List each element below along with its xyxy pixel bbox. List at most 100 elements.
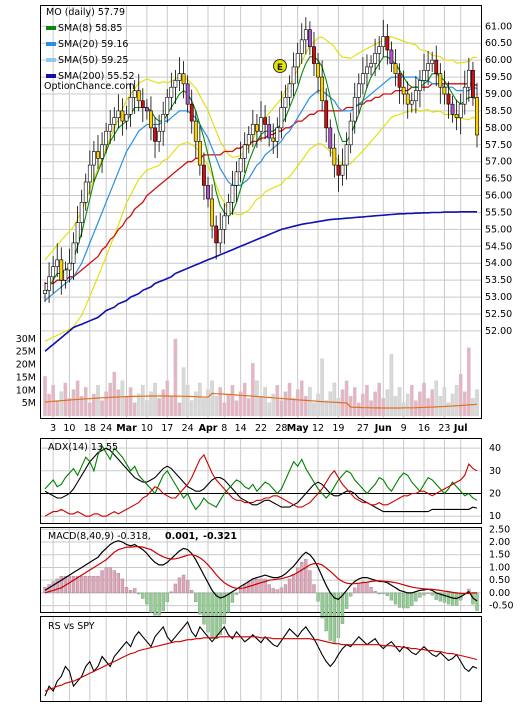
candle-body [291, 66, 296, 85]
candle-body [409, 100, 414, 105]
volume-bar [149, 391, 153, 417]
price-tick-label: 54.50 [485, 241, 512, 252]
adx-panel-frame [40, 438, 482, 524]
volume-bar [259, 396, 263, 417]
macd-histogram-bar [71, 575, 76, 594]
candle-body [279, 107, 284, 129]
volume-bar [357, 402, 361, 417]
macd-histogram-bar [80, 575, 84, 594]
price-tick-label: 59.00 [485, 89, 512, 100]
macd-histogram-bar [442, 592, 447, 603]
legend-swatch [46, 26, 56, 30]
candle-body [303, 29, 308, 41]
price-tick-label: 56.00 [485, 191, 512, 202]
volume-bar [234, 400, 239, 417]
rs-panel: RS vs SPY [40, 616, 482, 702]
volume-bar [377, 382, 381, 417]
candle-body [299, 39, 304, 54]
volume-bar [320, 358, 324, 417]
volume-bar [193, 391, 198, 417]
candle-body [181, 73, 186, 85]
volume-bar [59, 391, 64, 417]
price-tick-label: 53.50 [485, 275, 512, 286]
x-tick-label: Apr [199, 423, 218, 434]
macd-histogram-bar [291, 574, 296, 594]
macd-histogram-bar [230, 592, 235, 603]
volume-tick-label: 30M [16, 334, 36, 345]
macd-histogram-bar [108, 567, 112, 594]
candle-body [328, 127, 333, 149]
price-tick-label: 61.00 [485, 21, 512, 32]
macd-histogram-bar [344, 592, 349, 609]
macd-histogram-bar [373, 591, 377, 594]
volume-bar [471, 398, 475, 417]
adx-grid [41, 439, 481, 523]
macd-histogram-bar [450, 592, 455, 606]
candle-body [413, 90, 418, 102]
candle-body [434, 59, 439, 74]
candle-body [381, 36, 386, 47]
candle-body [169, 86, 174, 98]
legend-swatch [46, 42, 56, 46]
volume-bar [128, 387, 133, 417]
macd-histogram-bar [55, 578, 59, 594]
volume-bar [177, 402, 182, 417]
volume-bar [389, 354, 394, 417]
candle-body [365, 66, 369, 74]
x-tick-label: 19 [332, 423, 344, 434]
volume-bar [299, 380, 304, 417]
adx-tick-label: 30 [489, 466, 501, 477]
macd-histogram-bar [389, 592, 394, 601]
macd-histogram-bar [75, 575, 80, 594]
x-tick-label: 12 [312, 423, 324, 434]
candle-body [153, 127, 157, 142]
event-marker-label: E [277, 63, 283, 73]
x-tick-label: 10 [63, 423, 75, 434]
legend-label: SMA(200) 55.52 [58, 71, 135, 82]
macd-histogram-bar [418, 592, 422, 598]
x-tick-label: Jun [374, 423, 392, 434]
candle-body [259, 117, 263, 132]
candle-body [144, 107, 149, 112]
volume-bar [238, 391, 243, 417]
volume-bars [43, 338, 479, 417]
volume-bar [283, 391, 288, 417]
volume-bar [434, 380, 439, 417]
macd-histogram-bar [67, 575, 72, 594]
macd-histogram-bar [357, 583, 361, 594]
candle-body [250, 124, 255, 135]
candle-body [230, 185, 235, 203]
macd-tick-label: 0.00 [489, 588, 510, 599]
candle-body [454, 114, 459, 118]
volume-bar [275, 385, 280, 417]
candle-body [206, 185, 210, 200]
macd-histogram-bar [210, 592, 214, 639]
candle-body [389, 49, 394, 64]
candle-body [120, 110, 125, 122]
x-tick-label: 27 [357, 423, 369, 434]
macd-histogram-bar [238, 588, 243, 594]
price-tick-label: 56.50 [485, 174, 512, 185]
macd-histogram-bar [190, 589, 194, 594]
macd-histogram-bar [267, 584, 271, 594]
candle-body [67, 262, 72, 271]
volume-bar [267, 402, 271, 417]
volume-bar [43, 376, 47, 417]
candle-body [246, 134, 251, 146]
candle-body [108, 124, 113, 132]
price-tick-label: 52.00 [485, 326, 512, 337]
volume-bar [467, 347, 471, 417]
candle-body [295, 53, 300, 68]
candle-body [140, 100, 145, 108]
macd-tick-label: 1.00 [489, 562, 510, 573]
price-tick-label: 55.00 [485, 224, 512, 235]
candle-body [75, 222, 80, 244]
candle-body [202, 164, 206, 186]
x-tick-label: 10 [141, 423, 153, 434]
price-tick-label: 54.00 [485, 258, 512, 269]
volume-bar [422, 382, 426, 417]
volume-tick-label: 5M [22, 398, 36, 409]
price-tick-label: 58.50 [485, 106, 512, 117]
candle-body [450, 103, 455, 115]
volume-bar [206, 389, 210, 417]
